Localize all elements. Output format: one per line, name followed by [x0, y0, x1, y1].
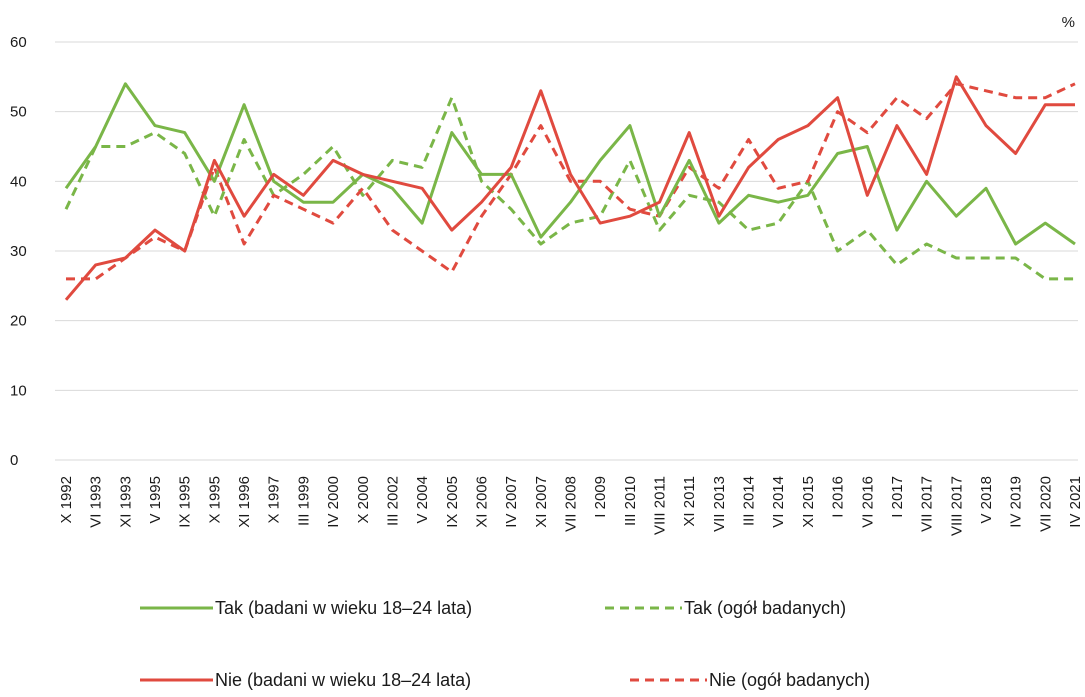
x-tick-label: III 2010: [622, 476, 639, 526]
y-axis-unit: %: [1062, 14, 1075, 31]
legend-label: Tak (ogół badanych): [684, 598, 846, 618]
x-tick-label: VI 1993: [88, 476, 105, 528]
x-tick-label: XI 2007: [533, 476, 550, 528]
x-tick-label: III 1999: [295, 476, 312, 526]
y-tick-label: 30: [10, 243, 27, 260]
x-tick-label: IV 2007: [503, 476, 520, 528]
x-tick-label: X 1997: [266, 476, 283, 524]
x-tick-label: I 2009: [592, 476, 609, 518]
x-tick-label: VIII 2017: [948, 476, 965, 536]
x-tick-label: V 2018: [978, 476, 995, 524]
series-line-4: [66, 82, 1076, 281]
y-axis-ticks: 0 10 20 30 40 50 60: [10, 34, 27, 469]
x-tick-label: IX 1995: [177, 476, 194, 528]
x-tick-label: VII 2008: [563, 476, 580, 532]
x-tick-label: XI 1993: [117, 476, 134, 528]
x-tick-label: VI 2014: [770, 476, 787, 528]
x-tick-label: V 2004: [414, 476, 431, 524]
x-tick-label: VI 2016: [859, 476, 876, 528]
x-tick-label: III 2002: [384, 476, 401, 526]
x-tick-label: XI 2011: [681, 476, 698, 527]
legend-label: Nie (ogół badanych): [709, 670, 870, 690]
x-tick-label: X 1992: [58, 476, 75, 524]
series-line-1: [64, 82, 1076, 246]
series-lines: [64, 75, 1076, 301]
x-tick-label: XI 2015: [800, 476, 817, 528]
x-tick-label: XI 1996: [236, 476, 253, 528]
x-tick-label: I 2017: [889, 476, 906, 518]
x-tick-label: III 2014: [741, 476, 758, 526]
x-tick-label: VII 2017: [919, 476, 936, 532]
x-tick-label: IV 2019: [1008, 476, 1025, 528]
legend-label: Nie (badani w wieku 18–24 lata): [215, 670, 471, 690]
x-tick-label: IV 2000: [325, 476, 342, 528]
series-line-3: [64, 75, 1075, 301]
x-tick-label: XI 2006: [473, 476, 490, 528]
y-tick-label: 50: [10, 104, 27, 121]
x-axis-ticks: X 1992 VI 1993 XI 1993 V 1995 IX 1995 X 1995 X…: [58, 476, 1084, 536]
x-tick-label: X 1995: [206, 476, 223, 524]
y-tick-label: 20: [10, 313, 27, 330]
x-tick-label: VII 2020: [1037, 476, 1054, 532]
x-tick-label: IX 2005: [444, 476, 461, 528]
x-tick-label: VIII 2011: [652, 476, 669, 535]
series-line-2: [64, 96, 1075, 281]
x-tick-label: I 2016: [830, 476, 847, 518]
y-tick-label: 10: [10, 382, 27, 399]
x-tick-label: IV 2021: [1067, 476, 1084, 528]
grid-lines: [55, 41, 1078, 461]
legend: Tak (badani w wieku 18–24 lata) Tak (ogół…: [140, 598, 870, 690]
legend-label: Tak (badani w wieku 18–24 lata): [215, 598, 472, 618]
y-tick-label: 60: [10, 34, 27, 51]
y-tick-label: 40: [10, 173, 27, 190]
y-tick-label: 0: [10, 452, 18, 469]
x-tick-label: X 2000: [355, 476, 372, 524]
x-tick-label: VII 2013: [711, 476, 728, 532]
x-tick-label: V 1995: [147, 476, 164, 524]
